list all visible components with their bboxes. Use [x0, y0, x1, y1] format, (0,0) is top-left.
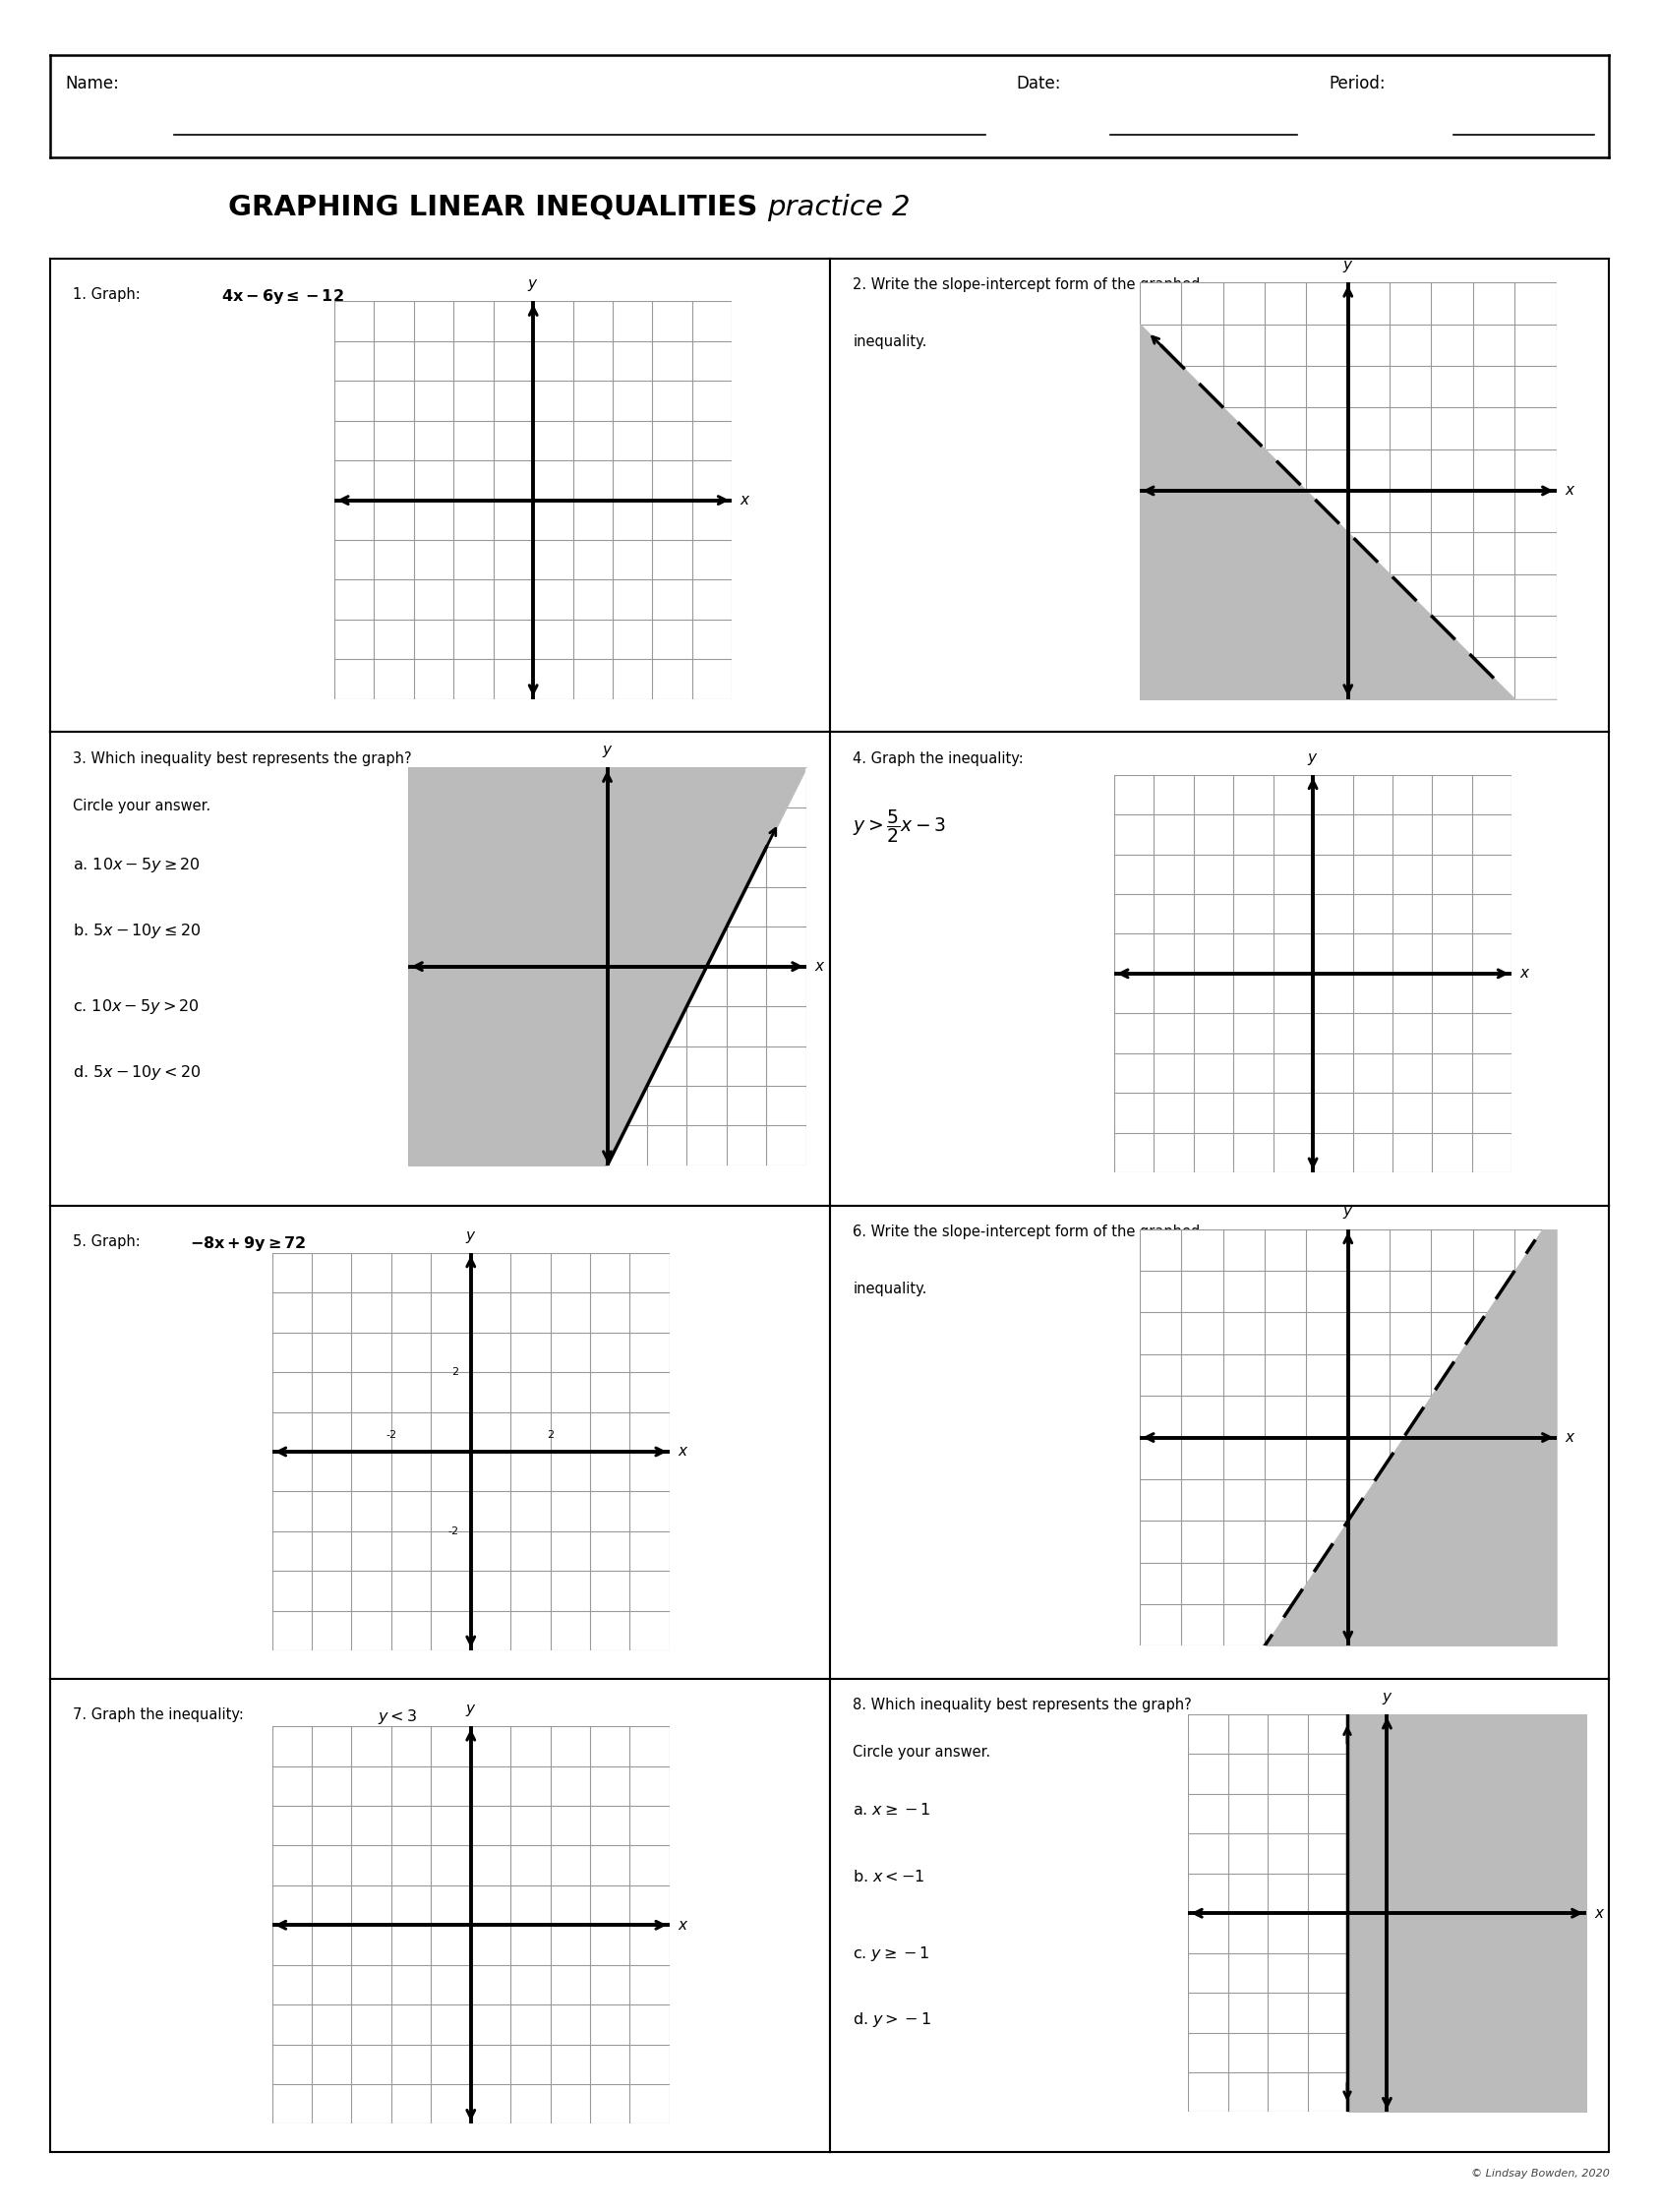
Text: -2: -2: [448, 1526, 460, 1535]
Text: 2: 2: [547, 1429, 554, 1440]
Text: $x$: $x$: [677, 1918, 688, 1933]
Text: $y$: $y$: [1307, 752, 1319, 768]
Text: Date:: Date:: [1017, 75, 1062, 93]
Text: $y > \dfrac{5}{2}x - 3$: $y > \dfrac{5}{2}x - 3$: [853, 807, 947, 845]
Text: $x$: $x$: [1520, 967, 1531, 980]
Text: $\mathbf{-8x + 9y \geq 72}$: $\mathbf{-8x + 9y \geq 72}$: [191, 1234, 307, 1252]
Text: Circle your answer.: Circle your answer.: [853, 1745, 990, 1761]
Text: c. $10x - 5y > 20$: c. $10x - 5y > 20$: [73, 998, 201, 1015]
Text: $x$: $x$: [677, 1444, 688, 1460]
Text: $y < 3$: $y < 3$: [377, 1708, 416, 1725]
Text: Name:: Name:: [65, 75, 119, 93]
Text: $x$: $x$: [1564, 484, 1576, 498]
Text: $x$: $x$: [740, 493, 752, 507]
Text: inequality.: inequality.: [853, 1281, 927, 1296]
Text: -2: -2: [387, 1429, 397, 1440]
Text: d. $y > -1$: d. $y > -1$: [853, 2011, 931, 2028]
Text: 8. Which inequality best represents the graph?: 8. Which inequality best represents the …: [853, 1699, 1191, 1712]
Text: b. $x < -1$: b. $x < -1$: [853, 1869, 926, 1885]
Text: $y$: $y$: [465, 1230, 476, 1245]
Text: Circle your answer.: Circle your answer.: [73, 799, 211, 814]
Text: 3. Which inequality best represents the graph?: 3. Which inequality best represents the …: [73, 752, 411, 765]
Text: $x$: $x$: [1564, 1431, 1576, 1444]
Text: 6. Write the slope-intercept form of the graphed: 6. Write the slope-intercept form of the…: [853, 1225, 1199, 1239]
Text: 7. Graph the inequality:: 7. Graph the inequality:: [73, 1708, 249, 1723]
Text: GRAPHING LINEAR INEQUALITIES: GRAPHING LINEAR INEQUALITIES: [227, 195, 766, 221]
Text: $y$: $y$: [602, 743, 612, 759]
Text: 2. Write the slope-intercept form of the graphed: 2. Write the slope-intercept form of the…: [853, 279, 1201, 292]
Text: $y$: $y$: [465, 1703, 476, 1719]
Text: $y$: $y$: [1342, 259, 1354, 274]
Text: b. $5x - 10y \leq 20$: b. $5x - 10y \leq 20$: [73, 922, 201, 940]
Text: $x$: $x$: [815, 960, 826, 973]
Text: c. $y \geq -1$: c. $y \geq -1$: [853, 1944, 931, 1962]
Text: a. $10x - 5y \geq 20$: a. $10x - 5y \geq 20$: [73, 856, 201, 874]
Text: $x$: $x$: [1594, 1907, 1606, 1920]
Text: $y$: $y$: [1342, 1206, 1354, 1221]
Text: 5. Graph:: 5. Graph:: [73, 1234, 146, 1250]
Text: 4. Graph the inequality:: 4. Graph the inequality:: [853, 752, 1029, 765]
Text: © Lindsay Bowden, 2020: © Lindsay Bowden, 2020: [1470, 2170, 1609, 2179]
Text: $y$: $y$: [1382, 1690, 1392, 1705]
Text: a. $x \geq -1$: a. $x \geq -1$: [853, 1803, 931, 1818]
Text: 2: 2: [451, 1367, 460, 1378]
Text: d. $5x - 10y < 20$: d. $5x - 10y < 20$: [73, 1064, 201, 1082]
Text: Period:: Period:: [1329, 75, 1385, 93]
Text: inequality.: inequality.: [853, 334, 927, 349]
Text: practice 2: practice 2: [766, 195, 911, 221]
Text: $y$: $y$: [528, 279, 539, 294]
Text: 1. Graph:: 1. Graph:: [73, 288, 146, 303]
Text: $\mathbf{4x - 6y \leq -12}$: $\mathbf{4x - 6y \leq -12}$: [221, 288, 343, 305]
